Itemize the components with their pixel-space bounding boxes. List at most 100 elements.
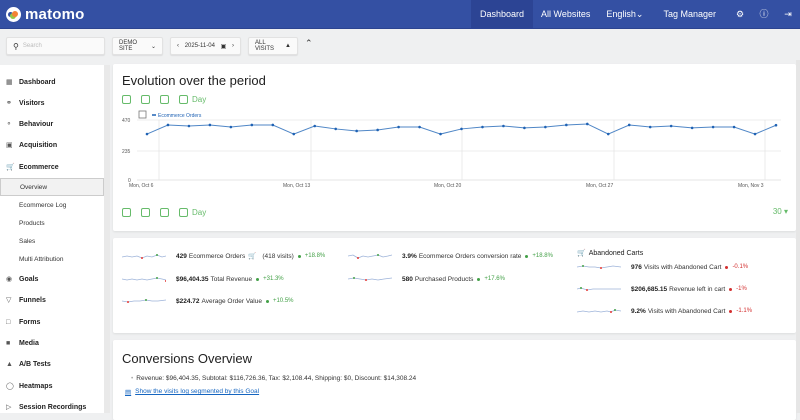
- sidebar-item-goals[interactable]: ◉ Goals: [0, 269, 104, 289]
- kpi-change: +17.6%: [484, 276, 505, 282]
- sidebar-label: Forms: [19, 318, 41, 326]
- sparklines-card: 429 Ecommerce Orders 🛒 (418 visits) +18.8…: [113, 238, 796, 333]
- nav-language[interactable]: English⌄: [598, 0, 651, 29]
- sidebar-item-behaviour[interactable]: ⚬ Behaviour: [0, 114, 104, 134]
- media-icon: ■: [6, 339, 11, 347]
- behaviour-icon: ⚬: [6, 121, 12, 128]
- sidebar-sub-multi-attribution[interactable]: Multi Attribution: [19, 255, 64, 263]
- collapse-icon[interactable]: ⌃: [305, 38, 313, 48]
- kpi-conversion-rate[interactable]: 3.9% Ecommerce Orders conversion rate +18…: [348, 252, 553, 260]
- sidebar-item-heatmaps[interactable]: ◯ Heatmaps: [0, 376, 104, 396]
- help-icon[interactable]: ⓘ: [759, 9, 769, 19]
- export-icon[interactable]: [122, 95, 131, 104]
- evolution-chart[interactable]: Ecommerce Orders 470 235 0 Mon, Oct 6 Mo…: [113, 108, 796, 190]
- calendar-icon[interactable]: [179, 95, 188, 104]
- matomo-logo[interactable]: matomo: [6, 6, 85, 23]
- sidebar-item-media[interactable]: ■ Media: [0, 333, 104, 353]
- date-selector[interactable]: ‹ 2025-11-04 ▣ ›: [170, 37, 241, 55]
- visits-log-link-text: Show the visits log segmented by this Go…: [135, 388, 260, 395]
- period-day-label[interactable]: Day: [192, 95, 207, 104]
- kpi-revenue-left[interactable]: $206,685.15 Revenue left in cart -1%: [577, 285, 747, 293]
- cart-icon: 🛒: [6, 164, 15, 171]
- sidebar-label: A/B Tests: [19, 360, 51, 368]
- nav-tag-manager[interactable]: Tag Manager: [663, 9, 716, 19]
- conversions-overview-card: Conversions Overview • Revenue: $96,404.3…: [113, 340, 796, 420]
- sidebar-sub-overview[interactable]: Overview: [0, 178, 104, 196]
- brand-name: matomo: [25, 6, 85, 23]
- kpi-orders[interactable]: 429 Ecommerce Orders 🛒 (418 visits) +18.8…: [122, 252, 325, 260]
- site-label: DEMO SITE: [119, 40, 137, 52]
- evolution-card: Evolution over the period Day Ecommerce …: [113, 64, 796, 231]
- kpi-label: Ecommerce Orders: [188, 252, 246, 260]
- kpi-abandoned-visits[interactable]: 976 Visits with Abandoned Cart -0.1%: [577, 263, 748, 271]
- sidebar-item-ab-tests[interactable]: ▲ A/B Tests: [0, 354, 104, 374]
- sidebar-label: Visitors: [19, 99, 45, 107]
- sidebar-item-visitors[interactable]: ⚭ Visitors: [0, 93, 104, 113]
- svg-text:Mon, Nov 3: Mon, Nov 3: [738, 183, 764, 189]
- export-icon[interactable]: [122, 208, 131, 217]
- segment-selector[interactable]: ALL VISITS ▲: [248, 37, 298, 55]
- conversions-title: Conversions Overview: [122, 351, 253, 366]
- gear-icon[interactable]: ⚙: [735, 9, 745, 19]
- image-icon[interactable]: [141, 95, 150, 104]
- caret-down-icon: ▾: [783, 207, 788, 216]
- sidebar-scrollbar[interactable]: [104, 65, 110, 413]
- heatmap-icon: ◯: [6, 383, 14, 390]
- kpi-change: +18.8%: [532, 253, 553, 259]
- svg-text:Mon, Oct 20: Mon, Oct 20: [434, 183, 461, 189]
- sidebar-item-dashboard[interactable]: ▦ Dashboard: [0, 72, 104, 92]
- kpi-label: Visits with Abandoned Cart: [643, 263, 722, 271]
- evolution-toolbar-bottom: Day: [122, 208, 206, 217]
- visits-log-icon: ▤: [125, 389, 132, 396]
- kpi-label: Revenue left in cart: [669, 285, 726, 293]
- sparkline: [348, 254, 392, 259]
- kpi-aov[interactable]: $224.72 Average Order Value +10.5%: [122, 297, 294, 305]
- kpi-extra: (418 visits): [262, 252, 294, 260]
- metric-picker-icon: [138, 110, 147, 119]
- nav-all-websites[interactable]: All Websites: [541, 9, 591, 19]
- legend-label: Ecommerce Orders: [158, 113, 202, 119]
- annotation-icon[interactable]: [160, 208, 169, 217]
- language-label: English: [606, 9, 636, 19]
- kpi-value: 9.2%: [631, 307, 646, 315]
- annotation-icon[interactable]: [160, 95, 169, 104]
- sidebar-item-forms[interactable]: □ Forms: [0, 312, 104, 332]
- sidebar-item-session-recordings[interactable]: ▷ Session Recordings: [0, 397, 104, 417]
- next-period-icon[interactable]: ›: [231, 43, 234, 49]
- sparkline: [122, 254, 166, 259]
- kpi-change: -1.1%: [736, 308, 753, 314]
- sidebar-label: Dashboard: [19, 78, 56, 86]
- kpi-purchased-products[interactable]: 580 Purchased Products +17.6%: [348, 275, 505, 283]
- site-selector[interactable]: DEMO SITE ⌄: [112, 37, 163, 55]
- nav-dashboard[interactable]: Dashboard: [470, 0, 534, 29]
- sidebar-sub-sales[interactable]: Sales: [19, 237, 36, 245]
- sparkline: [122, 299, 166, 303]
- funnel-icon: ▽: [6, 297, 12, 304]
- kpi-change: +18.8%: [304, 253, 326, 259]
- kpi-revenue[interactable]: $96,404.35 Total Revenue +31.3%: [122, 275, 284, 283]
- page-scrollbar[interactable]: [796, 60, 800, 413]
- segment-icon: ▲: [285, 43, 291, 49]
- kpi-change: -0.1%: [732, 264, 749, 270]
- calendar-icon: ▣: [220, 43, 227, 50]
- sparkline: [577, 287, 621, 291]
- sidebar-item-acquisition[interactable]: ▣ Acquisition: [0, 135, 104, 155]
- sidebar-item-funnels[interactable]: ▽ Funnels: [0, 290, 104, 310]
- limit-selector[interactable]: 30 ▾: [773, 207, 788, 216]
- chevron-down-icon: ⌄: [150, 43, 156, 50]
- visits-log-link[interactable]: ▤ Show the visits log segmented by this G…: [125, 388, 259, 396]
- logout-icon[interactable]: ⇥: [784, 9, 792, 19]
- abandoned-carts-header: 🛒 Abandoned Carts: [577, 249, 643, 258]
- period-day-label[interactable]: Day: [192, 208, 207, 217]
- search-input[interactable]: ⚲ Search: [6, 37, 105, 55]
- image-icon[interactable]: [141, 208, 150, 217]
- play-icon: ▷: [6, 404, 12, 411]
- calendar-icon[interactable]: [179, 208, 188, 217]
- kpi-value: 3.9%: [402, 252, 417, 260]
- sidebar-label: Behaviour: [19, 120, 54, 128]
- sidebar-item-ecommerce[interactable]: 🛒 Ecommerce: [0, 157, 104, 177]
- kpi-abandoned-rate[interactable]: 9.2% Visits with Abandoned Cart -1.1%: [577, 307, 752, 315]
- sidebar-sub-products[interactable]: Products: [19, 219, 45, 227]
- sidebar-sub-ecommerce-log[interactable]: Ecommerce Log: [19, 201, 67, 209]
- prev-period-icon[interactable]: ‹: [177, 43, 179, 49]
